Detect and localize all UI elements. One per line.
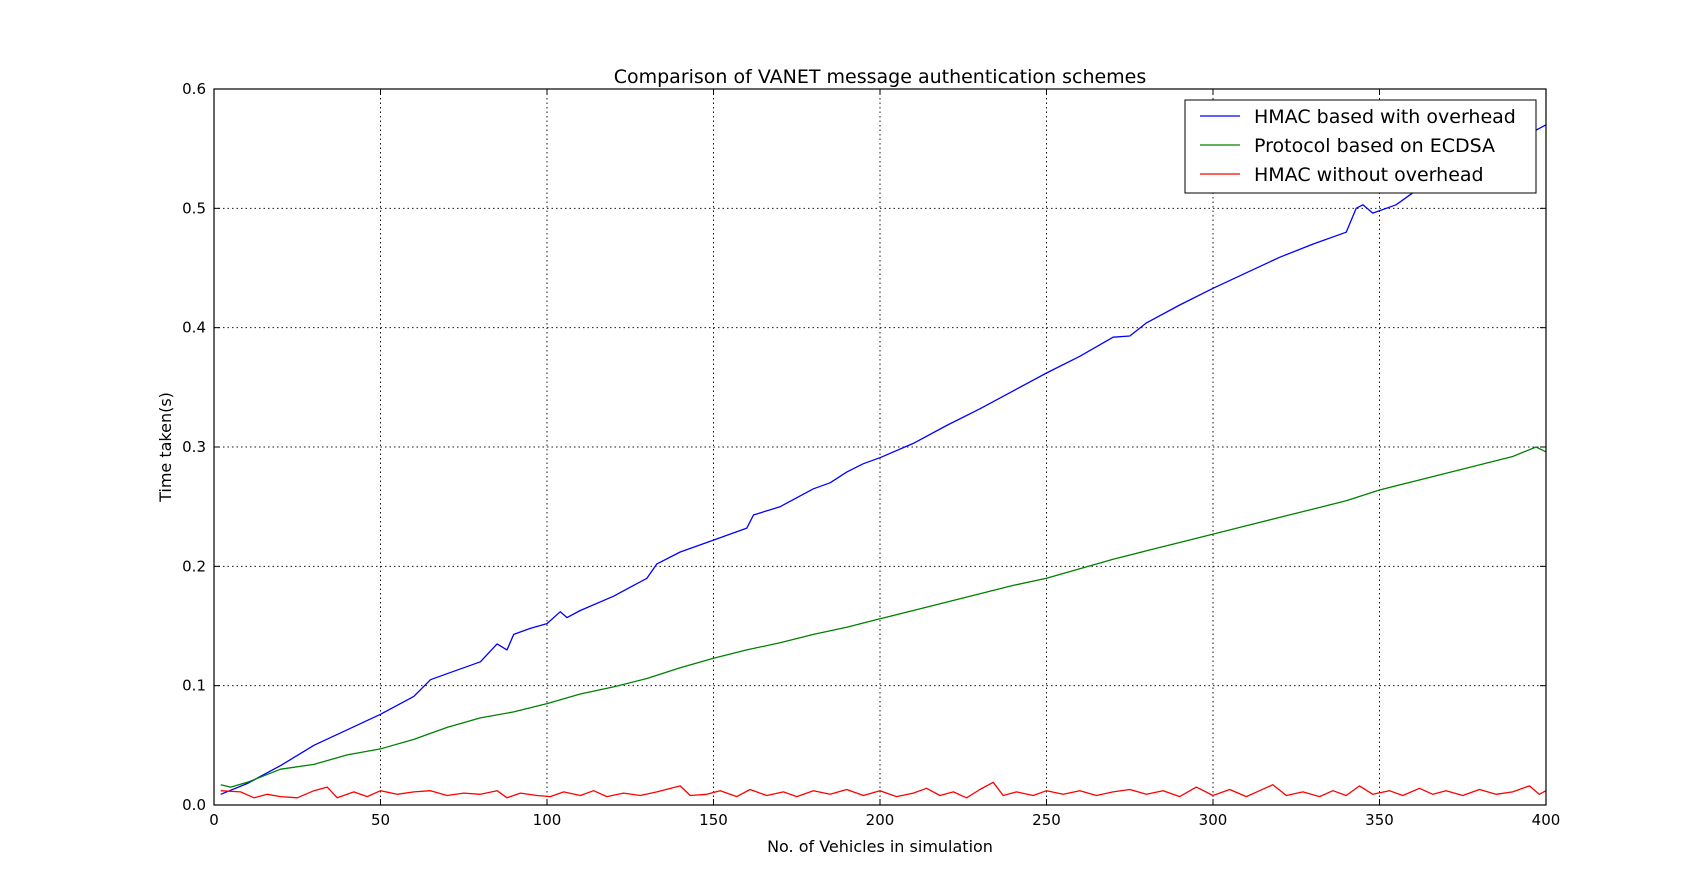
axis-ticks: 0 50 100 150 200 250 300 350 400 0.0 0.1 0.2 0.3 0.4 0… (182, 80, 1560, 829)
y-tick-label: 0.0 (182, 796, 206, 814)
series-line-3 (220, 781, 1547, 799)
legend-box (1184, 99, 1537, 194)
x-tick-label: 0 (209, 811, 219, 829)
y-tick-label: 0.6 (182, 80, 206, 98)
series-line-1 (220, 124, 1547, 795)
y-axis-label: Time taken(s) (156, 392, 175, 503)
x-tick-label: 250 (1032, 811, 1061, 829)
y-tick-label: 0.1 (182, 677, 206, 695)
series-lines (220, 124, 1547, 799)
x-tick-label: 350 (1365, 811, 1394, 829)
grid-lines (214, 89, 1546, 805)
y-tick-label: 0.3 (182, 438, 206, 456)
chart-title: Comparison of VANET message authenticati… (614, 66, 1147, 88)
y-tick-label: 0.4 (182, 319, 206, 337)
x-tick-label: 200 (866, 811, 895, 829)
x-tick-label: 400 (1532, 811, 1561, 829)
series-line-2 (220, 446, 1547, 788)
legend: HMAC based with overhead Protocol based o… (1184, 99, 1537, 194)
legend-label-1: HMAC based with overhead (1254, 106, 1516, 128)
y-tick-label: 0.2 (182, 557, 206, 575)
x-tick-label: 100 (533, 811, 562, 829)
plot-frame (213, 88, 1547, 806)
y-tick-label: 0.5 (182, 199, 206, 217)
x-tick-label: 300 (1199, 811, 1228, 829)
x-tick-label: 50 (371, 811, 390, 829)
legend-label-3: HMAC without overhead (1254, 164, 1484, 186)
legend-label-2: Protocol based on ECDSA (1254, 135, 1495, 157)
x-axis-label: No. of Vehicles in simulation (767, 837, 993, 856)
x-tick-label: 150 (699, 811, 728, 829)
